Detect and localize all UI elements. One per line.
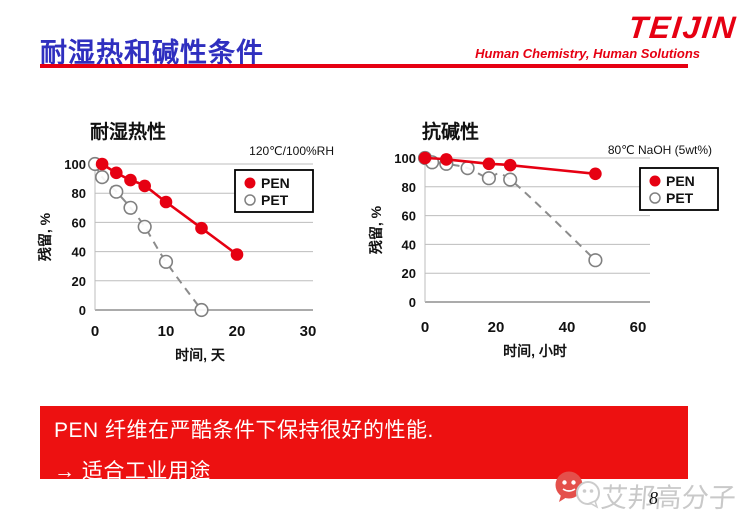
chart-condition: 120℃/100%RH	[249, 144, 334, 158]
svg-text:80: 80	[72, 186, 86, 201]
svg-text:40: 40	[72, 245, 86, 260]
svg-text:60: 60	[402, 209, 416, 224]
grid: 0 20 40 60 80 100 0 10 20 30	[64, 157, 316, 340]
svg-text:100: 100	[394, 151, 416, 166]
svg-text:40: 40	[559, 319, 576, 336]
legend-label-pet: PET	[261, 192, 289, 208]
x-axis-label: 时间, 天	[175, 347, 226, 363]
svg-text:0: 0	[91, 323, 99, 340]
svg-text:0: 0	[421, 319, 429, 336]
wechat-bubble-red	[555, 471, 583, 499]
banner-application-text: → 适合工业用途	[54, 460, 211, 483]
pen-series	[418, 151, 602, 181]
y-axis-label: 残留, %	[368, 205, 384, 254]
svg-text:60: 60	[630, 319, 647, 336]
svg-text:20: 20	[72, 274, 86, 289]
svg-text:80: 80	[402, 180, 416, 195]
legend-label-pet: PET	[666, 190, 694, 206]
watermark-text: 艾邦高分子	[599, 483, 738, 513]
grid: 0 20 40 60 80 100 0 20 40 60	[394, 151, 650, 336]
header-underline	[40, 64, 688, 68]
wechat-bubble-gray	[576, 481, 600, 505]
banner-conclusion-text: PEN 纤维在严酷条件下保持很好的性能.	[54, 419, 434, 442]
svg-text:0: 0	[409, 295, 416, 310]
svg-text:20: 20	[402, 266, 416, 281]
moist-heat-resistance-chart: 0 20 40 60 80 100 0 10 20 30 耐湿热性 120℃/100%RH 残留, % 时…	[37, 120, 334, 363]
logo-tagline: Human Chemistry, Human Solutions	[475, 46, 700, 61]
chart-title: 耐湿热性	[90, 120, 166, 143]
svg-text:60: 60	[72, 215, 86, 230]
wechat-icon	[555, 471, 600, 509]
y-axis-label: 残留, %	[37, 212, 53, 261]
legend-label-pen: PEN	[666, 173, 695, 189]
chart-condition: 80℃ NaOH (5wt%)	[608, 143, 712, 157]
svg-text:0: 0	[79, 303, 86, 318]
x-axis-label: 时间, 小时	[503, 343, 567, 359]
legend-label-pen: PEN	[261, 175, 290, 191]
chart-title: 抗碱性	[422, 120, 479, 143]
pen-series	[95, 157, 244, 261]
svg-text:30: 30	[300, 323, 317, 340]
page-number: 8	[649, 488, 658, 508]
teijin-logo: TEIJIN	[626, 10, 739, 45]
svg-text:10: 10	[158, 323, 175, 340]
alkali-resistance-chart: 0 20 40 60 80 100 0 20 40 60 抗碱性 80℃ NaOH (5wt%) 残留,…	[368, 120, 719, 359]
svg-text:40: 40	[402, 237, 416, 252]
svg-text:20: 20	[488, 319, 505, 336]
svg-text:100: 100	[64, 157, 86, 172]
page-title: 耐湿热和碱性条件	[40, 38, 264, 68]
svg-text:20: 20	[229, 323, 246, 340]
conclusion-banner: PEN 纤维在严酷条件下保持很好的性能. → 适合工业用途	[40, 406, 688, 483]
